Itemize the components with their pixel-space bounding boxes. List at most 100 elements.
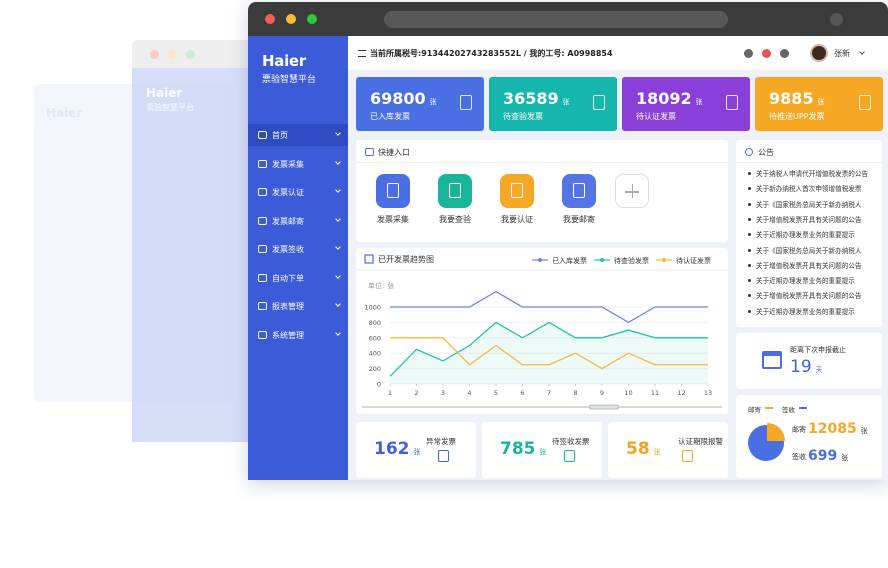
quick-label[interactable]: 我要认证 (501, 215, 533, 224)
brand-subtitle: 票验智慧平台 (262, 75, 317, 85)
menu-chevron (335, 130, 341, 136)
quick-button[interactable] (438, 174, 472, 208)
notice-bullet (748, 309, 751, 313)
quick-label[interactable]: 发票采集 (377, 215, 409, 224)
quick-icon (573, 183, 585, 198)
bottom-stat-card: 785 张待签收发票 (482, 422, 602, 478)
window-dot[interactable] (307, 14, 317, 24)
countdown-unit: 天 (815, 366, 823, 374)
menu-icon (258, 188, 267, 196)
panel-title: 公告 (758, 148, 774, 157)
x-tick-label: 10 (624, 389, 632, 397)
panel-icon (364, 254, 374, 264)
bottom-label: 认证期限报警 (678, 437, 723, 446)
x-tick-label: 3 (441, 389, 445, 397)
menu-item[interactable]: 报表管理 (248, 295, 348, 317)
stat-value-row: 36589 张 (503, 89, 570, 108)
stat-value: 9885 (769, 89, 814, 108)
x-tick-label: 7 (547, 389, 551, 397)
stat-label: 待认证发票 (636, 112, 676, 121)
notice-item[interactable]: 关于纳税人申请代开增值税发票的公告 (756, 170, 869, 178)
quick-button[interactable] (376, 174, 410, 208)
browser-button[interactable] (830, 13, 843, 26)
line-series (390, 290, 708, 324)
menu-chevron (335, 272, 341, 279)
notice-bullet (748, 202, 751, 206)
header-icon[interactable] (780, 49, 789, 58)
window-dot[interactable] (286, 14, 296, 24)
line-area (390, 322, 708, 384)
main-window: Haier 票验智慧平台 首页 发票采集 发票认证 发票邮寄 发票签收 自动下单 报表管理 系统管… (248, 2, 888, 480)
x-tick-label: 1 (388, 389, 392, 397)
menu-item[interactable]: 自动下单 (248, 267, 348, 289)
menu-item[interactable]: 发票采集 (248, 153, 348, 175)
y-tick-label: 600 (369, 334, 381, 342)
legend-dot (600, 258, 604, 262)
y-tick-label: 1000 (364, 304, 381, 312)
stat-label: 待查验发票 (503, 112, 543, 121)
stat-value-row: 69800 张 (370, 89, 437, 108)
menu-item[interactable]: 发票签收 (248, 238, 348, 260)
quick-add-button[interactable] (615, 174, 649, 208)
legend-swatch (765, 407, 773, 409)
menu-toggle[interactable] (358, 50, 366, 57)
title-bar (248, 2, 888, 36)
quick-button[interactable] (500, 174, 534, 208)
notice-item[interactable]: 关于新办纳税人首次申领增值税发票 (756, 185, 862, 194)
legend-label: 已入库发票 (552, 256, 587, 265)
stat-value: 18092 (636, 89, 692, 108)
bottom-stat-card: 162 张异常发票 (356, 422, 476, 478)
notice-item[interactable]: 关于《国家税务总局关于新办纳税人 (756, 200, 862, 209)
legend-swatch (799, 407, 807, 409)
header-icon[interactable] (744, 49, 753, 58)
mail-unit: 张 (841, 454, 849, 462)
stat-unit: 张 (562, 98, 570, 106)
window-dot[interactable] (265, 14, 275, 24)
notice-item[interactable]: 关于增值税发票开具有关问题的公告 (756, 292, 862, 301)
menu-item[interactable]: 系统管理 (248, 324, 348, 346)
stat-card[interactable]: 18092 张待认证发票 (622, 77, 750, 131)
menu-chevron (335, 244, 341, 250)
menu-icon (258, 245, 267, 253)
menu-item[interactable]: 发票邮寄 (248, 210, 348, 232)
quick-label[interactable]: 我要邮寄 (563, 215, 595, 224)
bottom-unit: 张 (539, 448, 547, 456)
stat-card[interactable]: 69800 张已入库发票 (356, 77, 484, 131)
stat-icon (726, 95, 738, 110)
panel-icon (745, 148, 753, 156)
stat-value-row: 18092 张 (636, 89, 703, 108)
stat-icon (460, 95, 472, 110)
notice-item[interactable]: 关于增值税发票开具有关问题的公告 (756, 215, 862, 224)
header-info: 当前所属税号:91344202743283552L / 我的工号: A09988… (370, 49, 613, 58)
notice-item[interactable]: 关于近期办理发票业务的重要提示 (756, 307, 855, 316)
header-icon[interactable] (762, 49, 771, 58)
bottom-value-row: 58 张 (626, 439, 661, 459)
menu-item[interactable]: 首页 (248, 124, 348, 146)
x-tick-label: 6 (520, 389, 524, 397)
mail-value: 12085 (808, 421, 857, 437)
quick-button[interactable] (562, 174, 596, 208)
quick-icon (511, 183, 523, 198)
quick-icon (387, 183, 399, 198)
notice-item[interactable]: 关于增值税发票开具有关问题的公告 (756, 261, 862, 270)
address-bar[interactable] (384, 11, 728, 28)
stat-card[interactable]: 36589 张待查验发票 (489, 77, 617, 131)
header: 当前所属税号:91344202743283552L / 我的工号: A09988… (348, 36, 888, 70)
menu-item[interactable]: 发票认证 (248, 181, 348, 203)
user-chevron[interactable] (859, 49, 865, 55)
user-name[interactable]: 张新 (834, 49, 850, 58)
mail-unit: 张 (860, 427, 868, 435)
notice-panel: 公告关于纳税人申请代开增值税发票的公告 关于新办纳税人首次申领增值税发票 关于《国家… (736, 140, 882, 327)
menu-icon (258, 273, 267, 282)
avatar[interactable] (810, 44, 828, 62)
scroll-handle[interactable] (589, 404, 619, 410)
stat-card[interactable]: 9885 张待推送UPP发票 (755, 77, 883, 131)
menu-label: 系统管理 (272, 330, 304, 340)
notice-bullet (748, 294, 751, 298)
notice-item[interactable]: 关于近期办理发票业务的重要提示 (756, 277, 855, 286)
notice-item[interactable]: 关于近期办理发票业务的重要提示 (756, 231, 855, 240)
ghost-dot (150, 50, 159, 59)
quick-label[interactable]: 我要查验 (439, 215, 471, 224)
notice-item[interactable]: 关于《国家税务总局关于新办纳税人 (756, 246, 862, 255)
